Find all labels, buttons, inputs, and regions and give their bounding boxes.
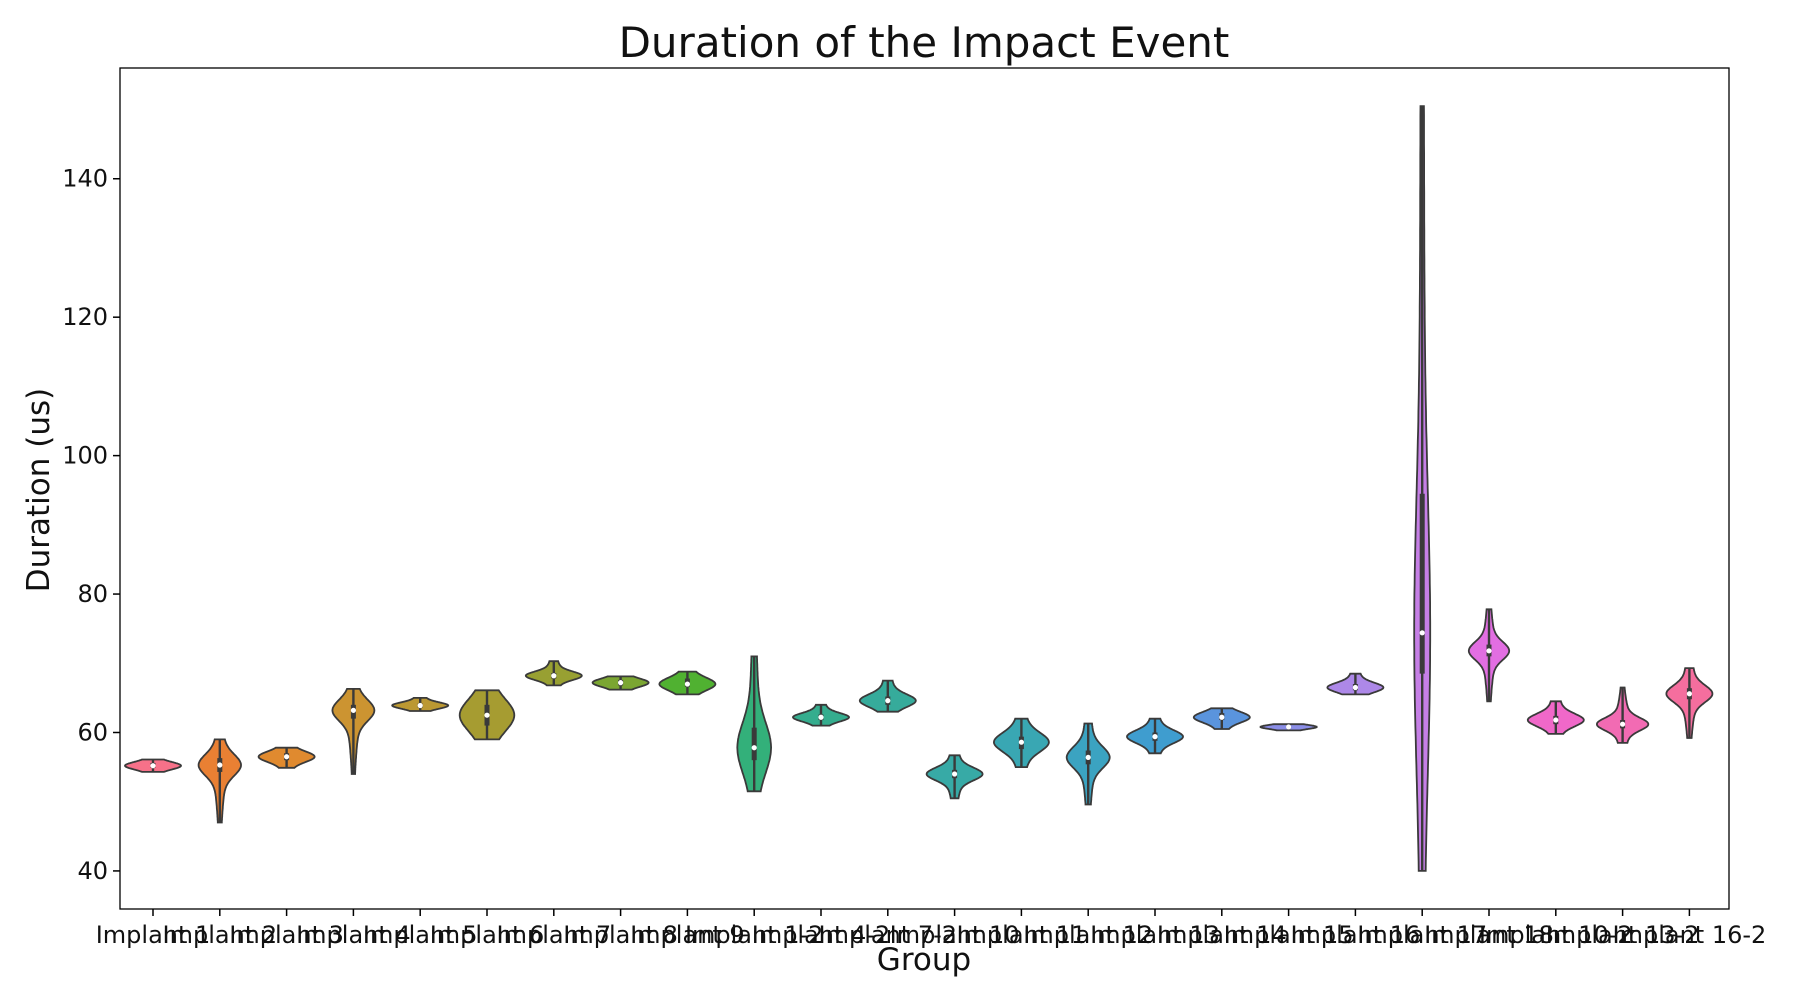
x-tick-label: Implant 5 xyxy=(363,921,478,949)
violin-median-point xyxy=(818,714,824,720)
x-tick-label: Implant 17 xyxy=(1357,921,1487,949)
x-tick-label: Implant 3 xyxy=(229,921,344,949)
violin-median-point xyxy=(1486,648,1492,654)
violin-group xyxy=(992,717,1050,768)
x-tick-label: Implant 12 xyxy=(1023,921,1153,949)
violin-group xyxy=(331,688,376,775)
x-tick-label: Implant 4 xyxy=(296,921,411,949)
violin-median-point xyxy=(1152,734,1158,740)
violin-group xyxy=(792,703,850,727)
violin-group xyxy=(1595,686,1650,744)
violin-median-point xyxy=(551,673,557,679)
violin-group xyxy=(391,697,450,712)
violin-median-point xyxy=(417,702,423,709)
x-tick-label: Implant 7-2 xyxy=(819,921,958,949)
x-tick-label: Implant 7 xyxy=(497,921,612,949)
x-axis-label: Group xyxy=(877,942,971,978)
y-tick-label: 80 xyxy=(77,580,108,608)
violin-group xyxy=(858,679,917,713)
x-tick-label: Implant 1-2 xyxy=(685,921,824,949)
x-tick-label: Implant 13-2 xyxy=(1546,921,1700,949)
x-tick-label: Implant 14 xyxy=(1157,921,1287,949)
y-axis-label: Duration (us) xyxy=(21,388,57,592)
y-tick-label: 100 xyxy=(62,442,108,470)
violin-group xyxy=(1326,672,1385,696)
violin-group xyxy=(1259,723,1318,732)
x-tick-label: Implant 13 xyxy=(1090,921,1220,949)
violin-group xyxy=(591,675,650,691)
violin-median-point xyxy=(1620,721,1626,727)
violin-median-point xyxy=(885,698,891,704)
violin-group xyxy=(524,660,583,687)
violin-median-point xyxy=(217,762,223,768)
violin-median-point xyxy=(284,754,290,760)
x-tick-label: Implant 18 xyxy=(1424,921,1554,949)
violin-group xyxy=(1413,105,1432,872)
x-tick-label: Implant 16 xyxy=(1290,921,1420,949)
x-tick-label: Implant 10 xyxy=(890,921,1020,949)
x-tick-label: Implant 9 xyxy=(630,921,745,949)
violin-median-point xyxy=(1686,691,1692,697)
violin-median-point xyxy=(484,712,490,718)
violin-median-point xyxy=(1286,724,1292,730)
violin-group xyxy=(1126,717,1184,755)
violin-group xyxy=(1467,608,1511,703)
violin-median-point xyxy=(350,707,356,713)
violin-layer xyxy=(124,105,1714,872)
violin-median-point xyxy=(618,680,624,686)
x-tick-label: Implant 8 xyxy=(563,921,678,949)
x-tick-label: Implant 11 xyxy=(956,921,1086,949)
violin-median-point xyxy=(1352,684,1358,691)
violin-median-point xyxy=(952,771,958,777)
violin-median-point xyxy=(1553,717,1559,723)
x-tick-label: Implant 10-2 xyxy=(1479,921,1633,949)
y-tick-label: 120 xyxy=(62,303,108,331)
x-tick-label: Implant 16-2 xyxy=(1613,921,1767,949)
violin-median-point xyxy=(1018,739,1024,745)
y-axis: 40 60 80 100 120 140 xyxy=(62,165,120,885)
y-tick-label: 40 xyxy=(77,857,108,885)
violin-group xyxy=(458,689,516,741)
x-tick-label: Implant 1 xyxy=(96,921,211,949)
y-tick-label: 140 xyxy=(62,165,108,193)
violin-group xyxy=(197,738,242,824)
x-tick-label: Implant 4-2 xyxy=(752,921,891,949)
violin-median-point xyxy=(751,745,757,751)
violin-group xyxy=(736,655,773,793)
violin-median-point xyxy=(684,681,691,687)
violin-group xyxy=(1192,707,1251,730)
violin-group xyxy=(658,670,717,696)
violin-median-point xyxy=(1085,754,1091,761)
violin-group xyxy=(925,754,984,800)
violin-group xyxy=(124,758,182,773)
violin-median-point xyxy=(150,763,156,769)
violin-median-point xyxy=(1419,630,1425,636)
violin-group xyxy=(1065,722,1111,806)
x-tick-label: Implant 2 xyxy=(163,921,278,949)
x-tick-label: Implant 15 xyxy=(1224,921,1354,949)
y-tick-label: 60 xyxy=(77,718,108,746)
violin-group xyxy=(1526,700,1585,735)
violin-median-point xyxy=(1219,714,1225,720)
chart-title: Duration of the Impact Event xyxy=(619,18,1230,67)
x-tick-label: Implant 6 xyxy=(430,921,545,949)
plot-frame xyxy=(119,67,1730,910)
violin-group xyxy=(1665,667,1714,739)
violin-group xyxy=(257,746,316,769)
